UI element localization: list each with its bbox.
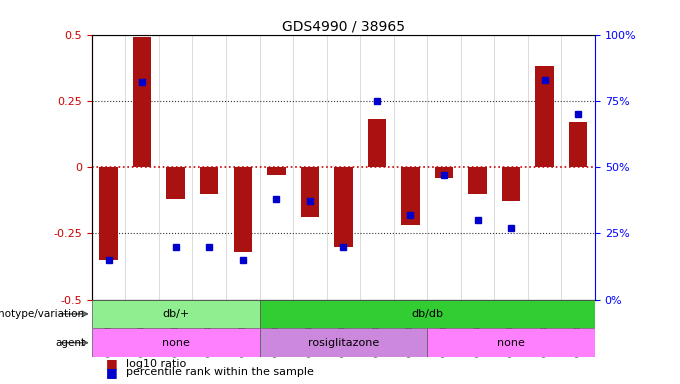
Bar [334, 167, 353, 247]
Bar [267, 167, 286, 175]
Text: none: none [162, 338, 190, 348]
Bar [427, 328, 595, 357]
Text: ■: ■ [105, 366, 117, 379]
Bar [260, 300, 595, 328]
Text: log10 ratio: log10 ratio [126, 359, 186, 369]
Bar [301, 167, 319, 217]
Text: rosiglitazone: rosiglitazone [308, 338, 379, 348]
Text: db/+: db/+ [162, 309, 189, 319]
Bar [92, 300, 260, 328]
Bar [535, 66, 554, 167]
Bar [435, 167, 454, 178]
Text: ■: ■ [105, 357, 117, 370]
Bar [569, 122, 588, 167]
Text: percentile rank within the sample: percentile rank within the sample [126, 367, 313, 377]
Text: none: none [497, 338, 525, 348]
Bar [167, 167, 185, 199]
Bar [260, 328, 427, 357]
Bar [133, 37, 152, 167]
Title: GDS4990 / 38965: GDS4990 / 38965 [282, 20, 405, 33]
Text: db/db: db/db [411, 309, 443, 319]
Bar [92, 328, 260, 357]
Bar [99, 167, 118, 260]
Text: agent: agent [55, 338, 85, 348]
Bar [200, 167, 218, 194]
Bar [469, 167, 487, 194]
Text: genotype/variation: genotype/variation [0, 309, 85, 319]
Bar [368, 119, 386, 167]
Bar [502, 167, 520, 202]
Bar [401, 167, 420, 225]
Bar [233, 167, 252, 252]
